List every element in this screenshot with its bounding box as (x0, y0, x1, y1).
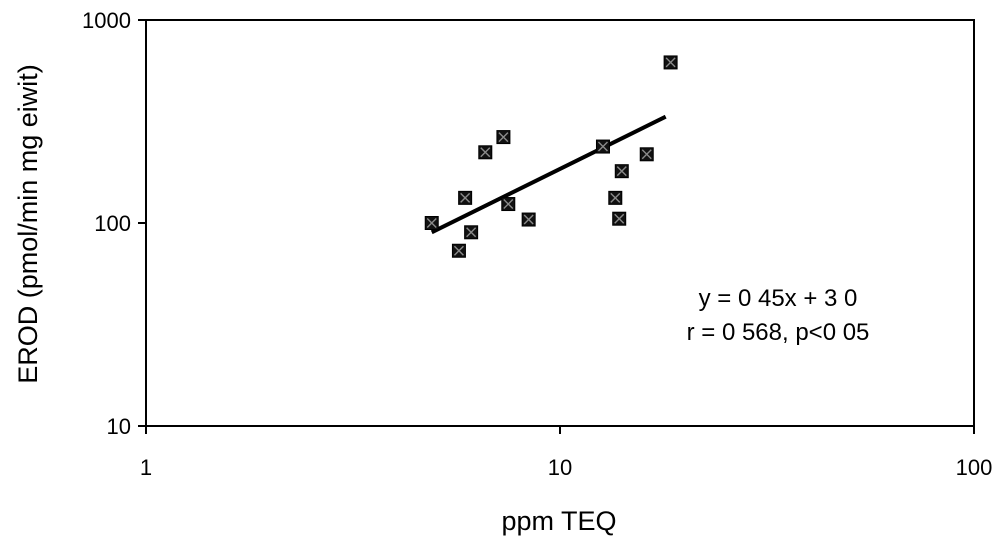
x-axis-tick-labels: 1 10 100 (140, 455, 992, 480)
x-axis-title: ppm TEQ (501, 506, 616, 536)
x-tick-label: 10 (548, 455, 572, 480)
y-tick-label: 100 (94, 211, 131, 236)
plot-area-frame (145, 19, 975, 427)
data-point (608, 190, 623, 205)
y-tick-label: 1000 (82, 8, 131, 33)
correlation-stats: r = 0 568, p<0 05 (687, 319, 870, 346)
data-point (521, 212, 536, 227)
data-point-cross (480, 147, 491, 158)
data-point-cross (460, 192, 471, 203)
data-point (501, 197, 516, 212)
data-point (478, 145, 493, 160)
data-point (595, 139, 610, 154)
data-point (464, 225, 479, 240)
data-point (451, 243, 466, 258)
regression-equation: y = 0 45x + 3 0 (699, 285, 858, 312)
data-point-cross (426, 218, 437, 228)
data-point (612, 211, 627, 226)
trendline (430, 114, 667, 235)
y-axis-tick-labels: 10 100 1000 (82, 8, 131, 439)
data-point-cross (453, 245, 464, 256)
data-point-cross (503, 199, 514, 210)
data-points (424, 55, 678, 258)
data-point (424, 216, 439, 230)
data-point (458, 190, 473, 205)
data-point-cross (498, 132, 509, 143)
data-point-cross (665, 57, 676, 68)
data-point (663, 55, 678, 70)
data-point-cross (597, 141, 608, 152)
data-point-cross (616, 166, 627, 177)
y-tick-label: 10 (107, 414, 131, 439)
data-point-cross (614, 213, 625, 224)
x-tick-label: 1 (140, 455, 152, 480)
data-point (496, 130, 511, 145)
x-tick-label: 100 (956, 455, 993, 480)
data-point (639, 147, 654, 162)
y-axis-title: EROD (pmol/min mg eiwit) (13, 64, 43, 384)
data-point (614, 164, 629, 179)
data-point-cross (641, 149, 652, 160)
x-axis-ticks (145, 426, 975, 434)
y-axis-ticks (138, 19, 146, 427)
data-point-cross (610, 192, 621, 203)
data-point-cross (523, 214, 534, 225)
data-point-cross (466, 227, 477, 238)
